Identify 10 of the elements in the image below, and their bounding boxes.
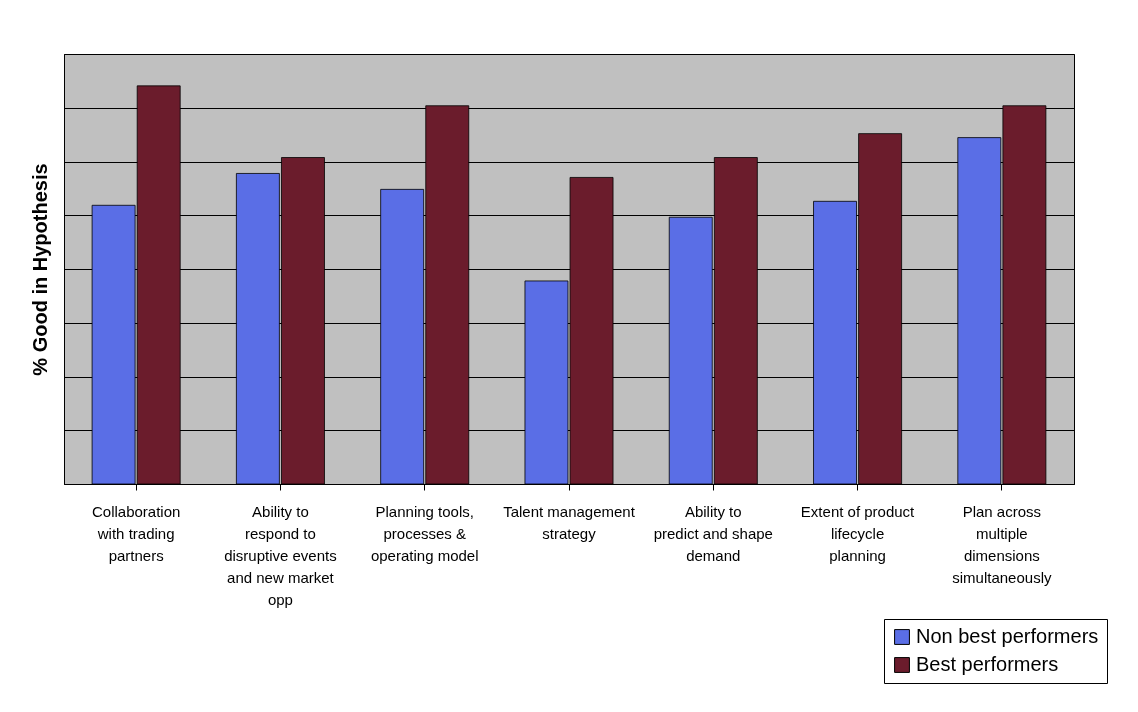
x-tick-label: Planning tools, processes & operating model (370, 502, 479, 564)
x-tick-label: Ability to respond to disruptive events and new market opp (224, 502, 337, 608)
x-tick-label: Talent management strategy (503, 502, 636, 542)
legend-label: Best performers (916, 653, 1059, 675)
x-tick-label: Collaboration with trading partners (91, 502, 181, 564)
x-tick-label: Plan across multiple dimensions simultaneously (952, 502, 1052, 586)
legend-label: Non best performers (916, 625, 1099, 647)
y-axis-title: % Good in Hypothesis (28, 163, 51, 376)
x-tick-label: Extent of product lifecycle planning (800, 502, 916, 564)
x-tick-label: Ability to predict and shape demand (653, 502, 773, 564)
